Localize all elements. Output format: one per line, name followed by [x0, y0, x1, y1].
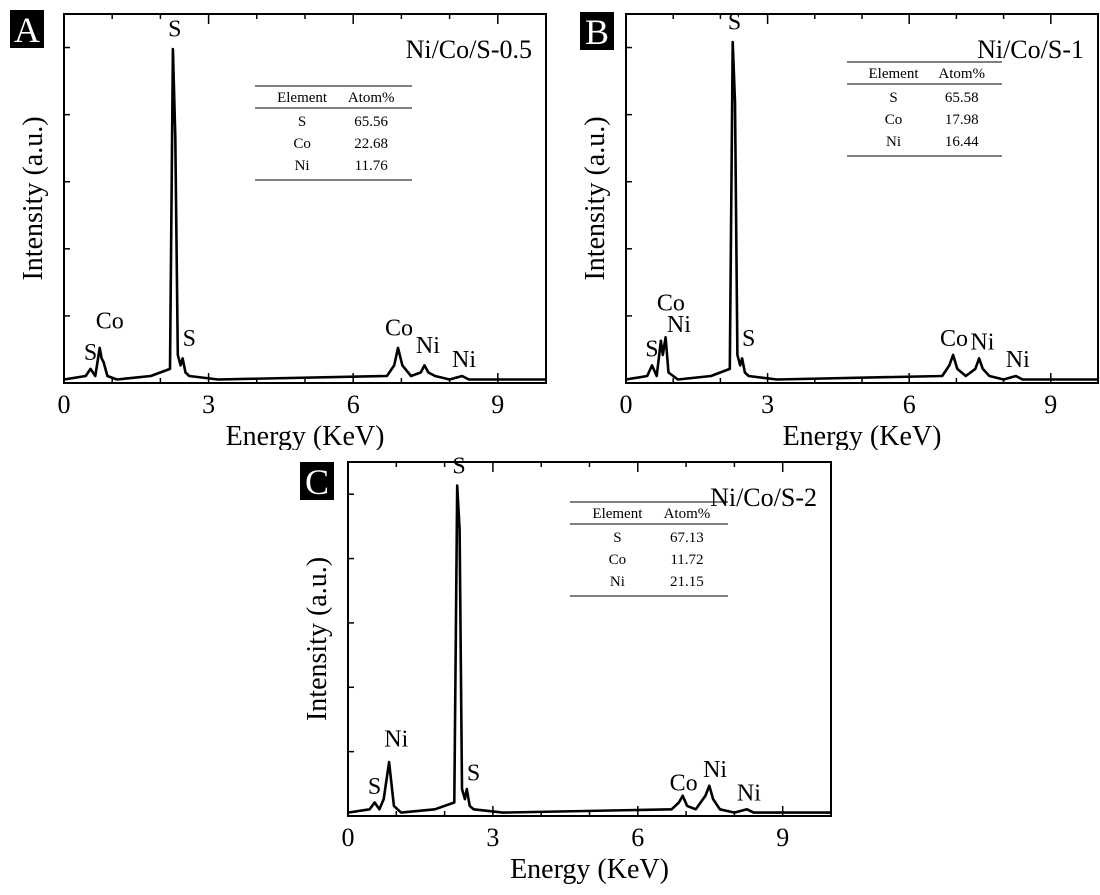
table-cell-value-a: 65.56	[354, 114, 388, 130]
table-cell-element-b: Co	[885, 112, 903, 128]
sample-title-b: Ni/Co/S-1	[977, 35, 1084, 64]
spectrum-line-b	[625, 40, 1098, 381]
x-tick-label-a: 9	[491, 390, 504, 419]
y-axis-label-c: Intensity (a.u.)	[302, 557, 333, 721]
panel-c: 0 3 6 9 Energy (KeV) Intensity (a.u.) S Ni S S Co N…	[280, 450, 840, 895]
table-cell-value-c: 21.15	[670, 574, 704, 590]
peak-label-a: S	[84, 340, 97, 366]
peak-label-b: Ni	[970, 329, 994, 355]
table-header-a: Element	[277, 90, 328, 106]
x-tick-label-a: 3	[202, 390, 215, 419]
table-cell-element-a: Co	[293, 136, 311, 152]
peak-label-b: Co	[940, 326, 968, 352]
table-header-a: Atom%	[348, 90, 395, 106]
panel-a: 0 3 6 9 Energy (KeV) Intensity (a.u.) S Co S S Co N…	[0, 0, 560, 450]
peak-label-c: Ni	[384, 727, 408, 753]
peak-label-b: Ni	[1006, 347, 1030, 373]
table-cell-element-c: Ni	[610, 574, 625, 590]
spectrum-line-c	[347, 484, 831, 814]
table-cell-value-c: 11.72	[670, 552, 703, 568]
x-axis-label-a: Energy (KeV)	[226, 421, 385, 450]
peak-label-a: S	[168, 17, 181, 43]
table-cell-element-b: Ni	[886, 134, 901, 150]
peak-label-c: S	[368, 774, 381, 800]
x-axis-label-b: Energy (KeV)	[783, 421, 942, 450]
table-cell-value-c: 67.13	[670, 530, 704, 546]
peak-label-c: S	[467, 760, 480, 786]
panel-letter-c: C	[305, 462, 329, 502]
panel-letter-box-b	[580, 12, 614, 50]
peak-label-a: Ni	[416, 333, 440, 359]
table-cell-element-a: S	[298, 114, 306, 130]
peak-label-b: Co	[657, 291, 685, 317]
x-tick-label-a: 0	[58, 390, 71, 419]
x-tick-label-a: 6	[347, 390, 360, 419]
panel-letter-box-a	[10, 10, 44, 48]
table-cell-element-a: Ni	[295, 158, 310, 174]
y-axis-label-a: Intensity (a.u.)	[18, 116, 49, 280]
table-header-c: Element	[592, 506, 643, 522]
peak-label-c: Co	[670, 770, 698, 796]
x-tick-label-c: 6	[631, 823, 644, 852]
table-cell-value-b: 16.44	[945, 134, 979, 150]
x-tick-label-c: 0	[342, 823, 355, 852]
table-cell-element-c: Co	[609, 552, 627, 568]
table-cell-value-a: 11.76	[355, 158, 389, 174]
peak-label-a: Co	[96, 308, 124, 334]
peak-label-b: S	[742, 326, 755, 352]
table-cell-element-b: S	[889, 90, 897, 106]
peak-label-c: Ni	[703, 757, 727, 783]
x-tick-label-c: 3	[486, 823, 499, 852]
panel-letter-a: A	[14, 10, 40, 50]
x-tick-label-b: 0	[620, 390, 633, 419]
spectrum-line-a	[63, 47, 546, 381]
peak-label-c: S	[452, 453, 465, 479]
plot-frame-a	[63, 13, 547, 384]
panel-letter-box-c	[300, 462, 334, 500]
table-cell-value-a: 22.68	[354, 136, 388, 152]
sample-title-a: Ni/Co/S-0.5	[406, 35, 532, 64]
x-tick-label-b: 3	[761, 390, 774, 419]
table-cell-value-b: 17.98	[945, 112, 979, 128]
sample-title-c: Ni/Co/S-2	[710, 483, 817, 512]
plot-frame-c	[347, 461, 832, 817]
plot-frame-b	[625, 13, 1099, 384]
x-tick-label-b: 6	[903, 390, 916, 419]
peak-label-a: Ni	[452, 347, 476, 373]
peak-label-a: S	[183, 326, 196, 352]
table-header-c: Atom%	[664, 506, 711, 522]
peak-label-b: Ni	[667, 312, 691, 338]
y-axis-label-b: Intensity (a.u.)	[580, 116, 611, 280]
table-cell-value-b: 65.58	[945, 90, 979, 106]
x-axis-label-c: Energy (KeV)	[510, 854, 669, 885]
peak-label-b: S	[645, 336, 658, 362]
table-header-b: Atom%	[938, 66, 985, 82]
x-tick-label-b: 9	[1044, 390, 1057, 419]
x-tick-label-c: 9	[776, 823, 789, 852]
table-header-b: Element	[869, 66, 920, 82]
peak-label-a: Co	[385, 315, 413, 341]
peak-label-b: S	[728, 10, 741, 36]
table-cell-element-c: S	[613, 530, 621, 546]
panel-letter-b: B	[585, 12, 609, 52]
panel-b: 0 3 6 9 Energy (KeV) Intensity (a.u.) S Co Ni S S C…	[560, 0, 1100, 450]
peak-label-c: Ni	[737, 781, 761, 807]
